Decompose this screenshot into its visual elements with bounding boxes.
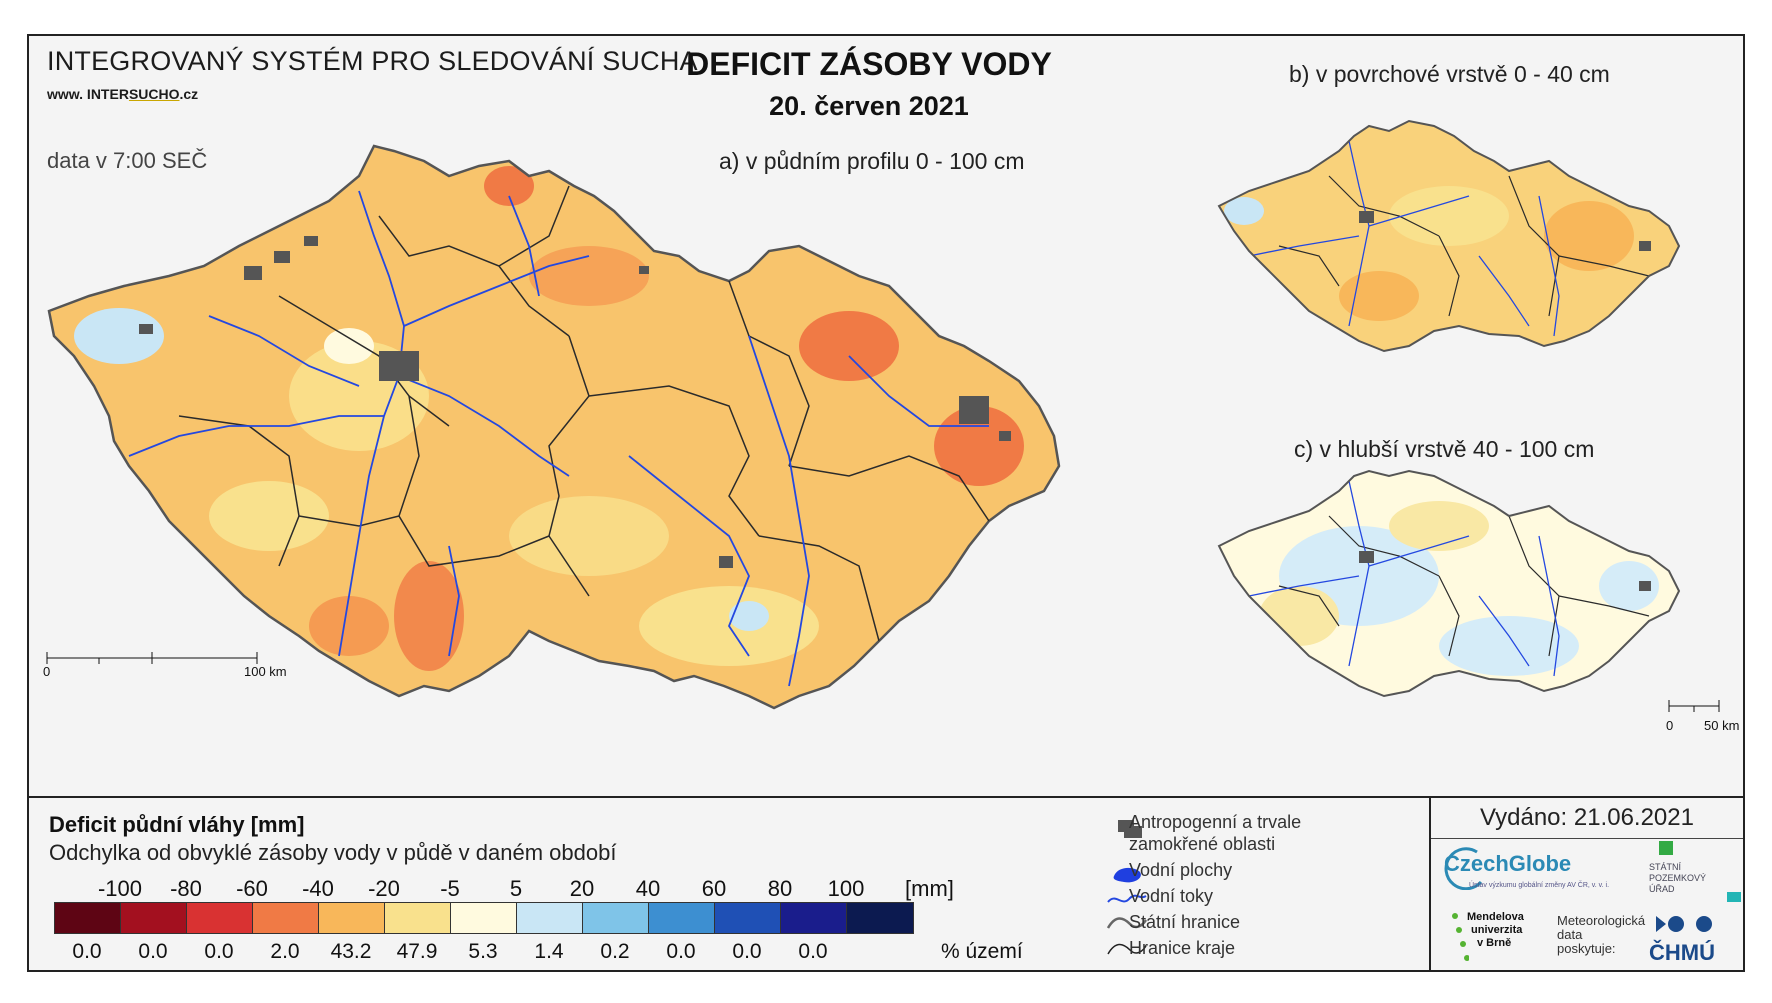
legend-anthro-2: zamokřené oblasti <box>1129 834 1276 854</box>
logo-czechglobe: CzechGlobe <box>1444 851 1572 876</box>
legend-percentage: 5.3 <box>468 940 498 963</box>
legend-swatch <box>319 903 385 933</box>
scale-c-end: 50 km <box>1704 718 1740 733</box>
meteo-provider-note: Meteorologická data poskytuje: <box>1557 914 1645 956</box>
scale-a-end: 100 km <box>244 664 287 679</box>
legend-bound-label: -80 <box>170 876 202 901</box>
legend-bound-label: -20 <box>368 876 400 901</box>
map-a-country <box>47 144 1061 710</box>
map-b-title: b) v povrchové vrstvě 0 - 40 cm <box>1289 61 1610 87</box>
legend-swatch <box>121 903 187 933</box>
logo-chmu: ČHMÚ <box>1649 940 1715 965</box>
logo-spu-line-3: ÚŘAD <box>1649 884 1675 894</box>
legend-state-border: Státní hranice <box>1129 912 1241 932</box>
legend-bound-label: 40 <box>635 876 661 901</box>
legend-swatch <box>517 903 583 933</box>
main-title: DEFICIT ZÁSOBY VODY <box>686 46 1052 82</box>
legend-percentage: 0.0 <box>798 940 828 963</box>
map-c-deep-layer <box>1217 469 1720 712</box>
legend-swatch <box>847 903 913 933</box>
logo-mendel: Mendelova univerzita v Brně <box>1467 911 1524 950</box>
legend-percentage: 47.9 <box>396 940 438 963</box>
legend-bound-label: 100 <box>827 876 865 901</box>
legend-bound-label: -100 <box>97 876 143 901</box>
spu-logo-icon <box>1659 841 1673 855</box>
logo-spu-line-2: POZEMKOVÝ <box>1649 873 1707 883</box>
time-note: data v 7:00 SEČ <box>47 148 208 173</box>
map-a-total-profile <box>46 144 1061 710</box>
legend-swatch <box>451 903 517 933</box>
legend-percentage: 1.4 <box>534 940 564 963</box>
logo-czechglobe-sub: Ústav výzkumu globální změny AV ČR, v. v… <box>1469 882 1610 889</box>
map-b-surface-layer <box>1217 119 1681 353</box>
legend-swatch <box>649 903 715 933</box>
logo-mendel-line-2: univerzita <box>1471 924 1523 936</box>
legend-swatch <box>55 903 121 933</box>
logo-spu: STÁTNÍ POZEMKOVÝ ÚŘAD <box>1649 862 1706 895</box>
website-suffix: .cz <box>179 86 199 102</box>
logo-spu-line-1: STÁTNÍ <box>1649 862 1682 872</box>
legend-percentage: 0.0 <box>732 940 762 963</box>
legend-divider <box>29 796 1743 798</box>
website-link[interactable]: www. INTERSUCHO.cz <box>47 86 198 102</box>
meteo-line-3: poskytuje: <box>1557 941 1616 956</box>
legend-unit: [mm] <box>905 876 954 901</box>
legend-bound-label: 80 <box>767 876 793 901</box>
legend-swatch <box>583 903 649 933</box>
legend-bound-label: 5 <box>509 876 523 901</box>
legend-percentage: 0.0 <box>72 940 102 963</box>
legend-bound-label: 60 <box>701 876 727 901</box>
system-title: INTEGROVANÝ SYSTÉM PRO SLEDOVÁNÍ SUCHA <box>47 46 698 76</box>
legend-bound-label: -40 <box>302 876 334 901</box>
legend-percentage: 0.0 <box>666 940 696 963</box>
map-a-title: a) v půdním profilu 0 - 100 cm <box>719 148 1025 174</box>
legend-pct-unit: % území <box>941 940 1023 963</box>
czechglobe-logo-icon <box>1444 847 1483 890</box>
scale-bar-c <box>1668 700 1720 712</box>
legend-swatch <box>715 903 781 933</box>
legend-percentage: 2.0 <box>270 940 300 963</box>
legend-region-border: Hranice kraje <box>1129 938 1236 958</box>
chmu-logo-icon <box>1656 916 1712 932</box>
issued-date: Vydáno: 21.06.2021 <box>1480 804 1694 831</box>
legend-bound-label: 20 <box>569 876 595 901</box>
legend-swatch <box>187 903 253 933</box>
legend-anthro: Antropogenní a trvale <box>1129 812 1302 832</box>
scale-bar-a <box>46 652 258 664</box>
region-border-icon <box>1107 943 1147 955</box>
legend-subtitle: Odchylka od obvyklé zásoby vody v půdě v… <box>49 840 617 865</box>
legend-percentage: 43.2 <box>330 940 372 963</box>
legend-bound-label: -5 <box>440 876 460 901</box>
footer-divider <box>1429 796 1431 972</box>
scale-c-start: 0 <box>1666 718 1674 733</box>
legend-bound-label: -60 <box>236 876 268 901</box>
legend-streams: Vodní toky <box>1129 886 1214 906</box>
website-prefix: www. INTER <box>47 86 129 102</box>
website-highlight: SUCHO <box>128 86 180 102</box>
main-date: 20. červen 2021 <box>769 91 969 121</box>
anthro-area-icon <box>1118 820 1142 838</box>
logo-mendel-line-1: Mendelova <box>1467 911 1524 923</box>
state-border-icon <box>1106 917 1148 929</box>
legend-percentage: 0.0 <box>204 940 234 963</box>
water-body-icon <box>1113 867 1141 883</box>
mendel-logo-icon <box>1452 913 1469 961</box>
legend-swatch <box>253 903 319 933</box>
spu-accent-icon <box>1727 892 1741 902</box>
legend-water-bodies: Vodní plochy <box>1129 860 1233 880</box>
logo-mendel-line-3: v Brně <box>1477 937 1512 949</box>
meteo-line-2: data <box>1557 927 1583 942</box>
legend-percentage: 0.2 <box>600 940 630 963</box>
legend-colorbar <box>54 902 914 934</box>
scale-a-start: 0 <box>43 664 51 679</box>
legend-swatch <box>781 903 847 933</box>
map-c-title: c) v hlubší vrstvě 40 - 100 cm <box>1294 436 1595 462</box>
map-frame: INTEGROVANÝ SYSTÉM PRO SLEDOVÁNÍ SUCHA w… <box>27 34 1745 972</box>
issued-separator <box>1431 838 1743 839</box>
legend-percentage: 0.0 <box>138 940 168 963</box>
legend-swatch <box>385 903 451 933</box>
meteo-line-1: Meteorologická <box>1557 913 1646 928</box>
legend-title: Deficit půdní vláhy [mm] <box>49 812 305 837</box>
stream-icon <box>1107 894 1147 903</box>
